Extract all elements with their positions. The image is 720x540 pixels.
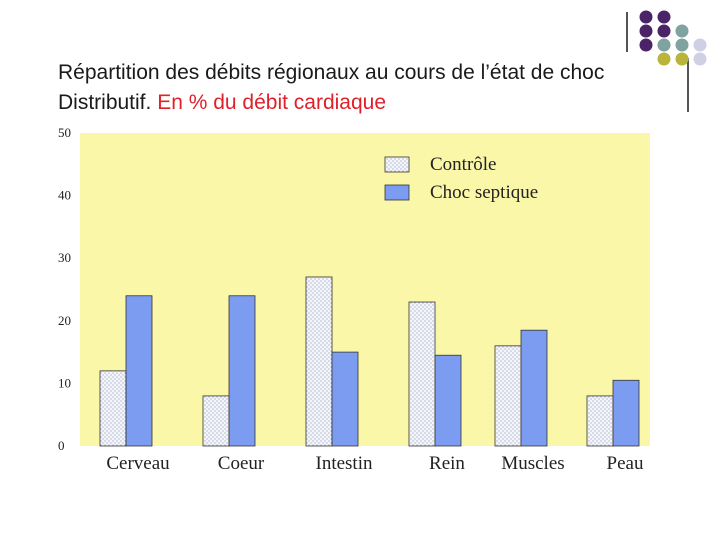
deco-dot-1-1 <box>657 24 671 38</box>
deco-dot-2-0 <box>639 38 653 52</box>
deco-dot-2-2 <box>675 38 689 52</box>
deco-dot-3-0 <box>657 52 671 66</box>
deco-dot-3-1 <box>675 52 689 66</box>
title-line-2: Distributif. En % du débit cardiaque <box>58 88 698 118</box>
y-tick-label: 10 <box>58 375 71 390</box>
y-tick-label: 50 <box>58 125 71 140</box>
deco-dot-0-0 <box>639 10 653 24</box>
x-tick-label: Coeur <box>218 453 265 474</box>
y-axis: 0 10 20 30 40 50 <box>58 125 71 453</box>
title-line-1: Répartition des débits régionaux au cour… <box>58 61 605 84</box>
legend-swatch <box>384 156 410 173</box>
x-tick-label: Intestin <box>316 453 373 474</box>
deco-dot-1-2 <box>675 24 689 38</box>
deco-dot-1-0 <box>639 24 653 38</box>
deco-dot-grid <box>639 10 707 66</box>
deco-dot-2-3 <box>693 38 707 52</box>
deco-dot-3-2 <box>693 52 707 66</box>
title-distributif: Distributif. <box>58 91 152 114</box>
bar-coeur-controle <box>202 395 230 447</box>
plot-area <box>80 133 650 446</box>
legend-label: Contrôle <box>430 154 497 175</box>
deco-dot-0-1 <box>657 10 671 24</box>
x-tick-label: Rein <box>429 453 465 474</box>
y-tick-label: 40 <box>58 188 71 203</box>
x-tick-label: Peau <box>607 453 644 474</box>
y-tick-label: 0 <box>58 438 65 453</box>
bar-muscles-choc <box>520 329 548 447</box>
legend-label: Choc septique <box>430 182 538 203</box>
bar-rein-controle <box>408 301 436 447</box>
deco-dot-2-1 <box>657 38 671 52</box>
bar-coeur-choc <box>228 295 256 447</box>
x-tick-label: Cerveau <box>106 453 170 474</box>
legend: Contrôle Choc septique <box>384 154 538 203</box>
title-unit-note: En % du débit cardiaque <box>151 91 387 114</box>
bar-peau-choc <box>612 379 640 447</box>
slide-title: Répartition des débits régionaux au cour… <box>58 58 698 118</box>
bar-rein-choc <box>434 354 462 447</box>
x-tick-label: Muscles <box>501 453 564 474</box>
y-tick-label: 20 <box>58 313 71 328</box>
legend-swatch <box>384 184 410 201</box>
bars <box>99 276 640 447</box>
bar-peau-controle <box>586 395 614 447</box>
bar-cerveau-controle <box>99 370 127 447</box>
y-tick-label: 30 <box>58 250 71 265</box>
x-axis: Cerveau Coeur Intestin Rein Muscles Peau <box>106 453 644 474</box>
bar-muscles-controle <box>494 345 522 447</box>
bar-cerveau-choc <box>125 295 153 447</box>
bar-intestin-choc <box>331 351 359 447</box>
bar-intestin-controle <box>305 276 333 447</box>
